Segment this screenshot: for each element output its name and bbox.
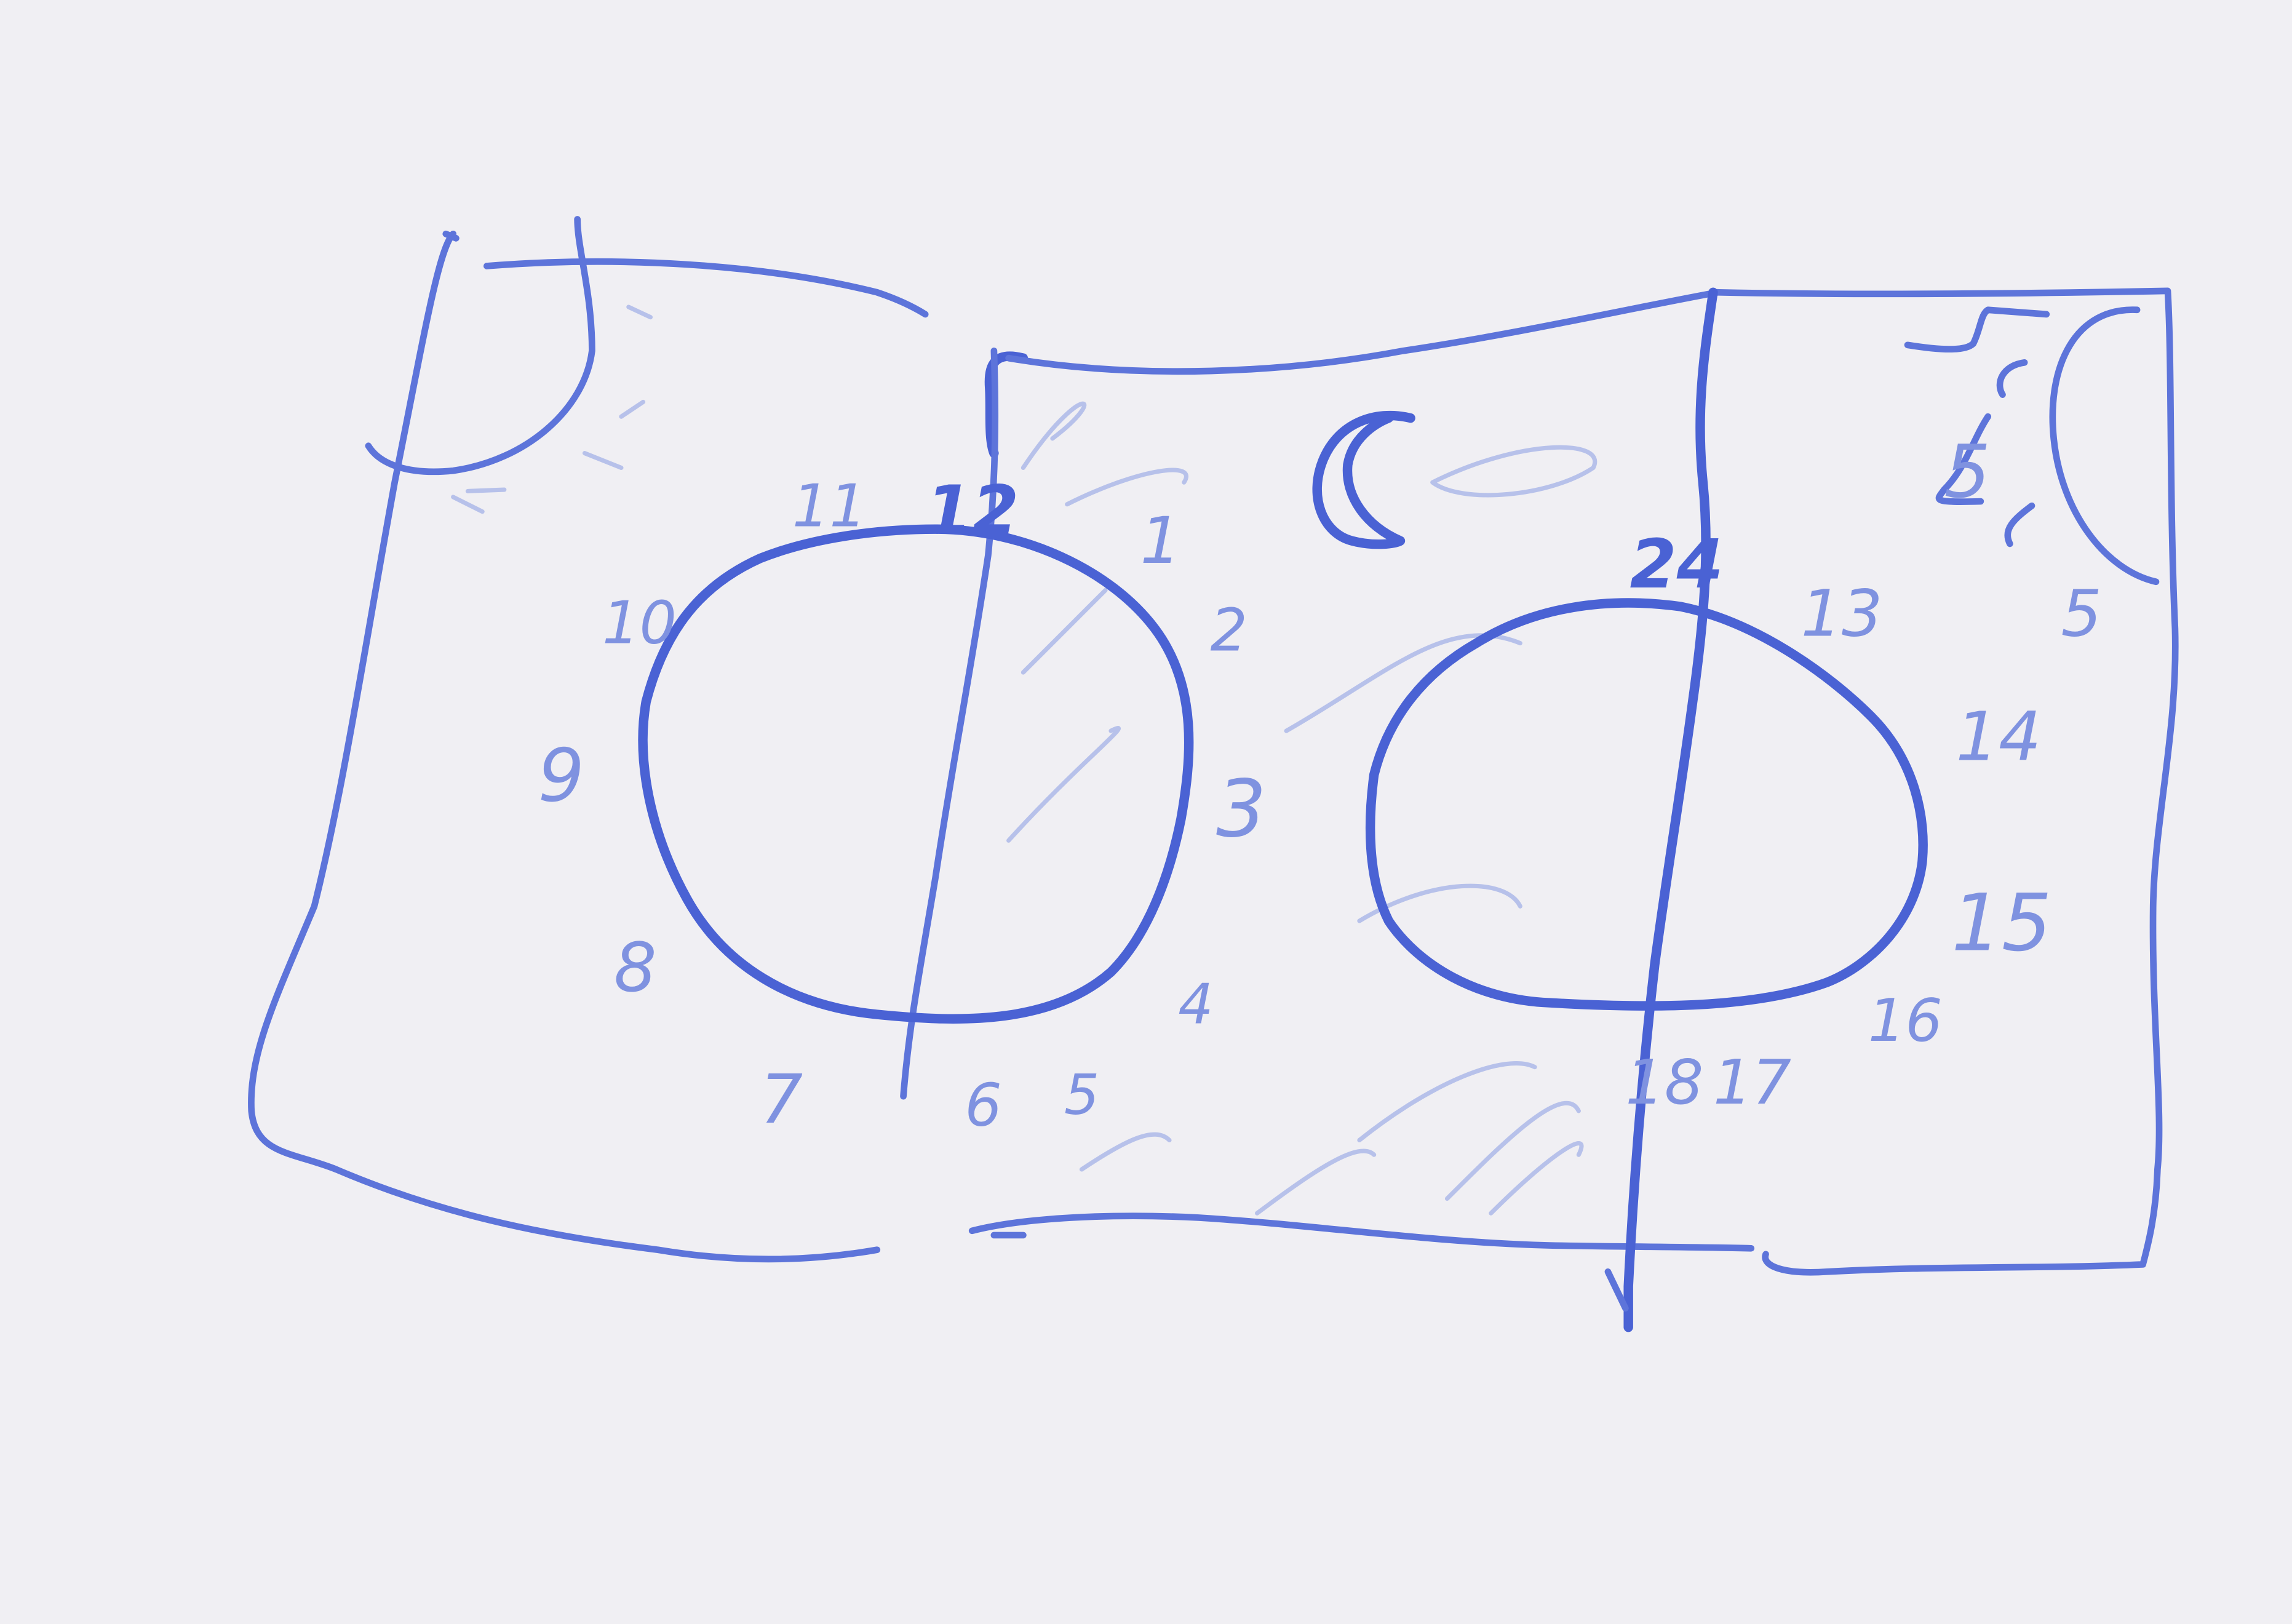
hour-label: 18 xyxy=(1625,1046,1703,1118)
left-divider-line xyxy=(900,347,999,1100)
left-frame xyxy=(248,230,929,1263)
hour-label: 16 xyxy=(1868,987,1943,1055)
sun-icon xyxy=(365,216,653,514)
hour-label: 5 xyxy=(1064,1063,1099,1128)
hour-label: 3 xyxy=(1216,763,1267,855)
moon-icon xyxy=(1312,410,1415,549)
svg-text:5: 5 xyxy=(2061,576,2103,651)
right-divider-line xyxy=(1623,287,1718,1332)
right-dial-numbers: 24 13 14 15 16 17 18 xyxy=(1625,525,2051,1118)
hour-label: 17 xyxy=(1713,1046,1791,1118)
hour-label: 2 xyxy=(1211,597,1247,664)
hour-label: 14 xyxy=(1956,698,2041,776)
hour-label: 1 xyxy=(1140,503,1181,578)
hour-label: 4 xyxy=(1178,972,1213,1037)
right-clock-face xyxy=(1365,598,1928,1011)
hour-label: 9 xyxy=(538,734,584,819)
right-sun-labels: 5 5 xyxy=(1944,430,2102,651)
hour-label: 13 xyxy=(1801,576,1883,651)
hour-label: 8 xyxy=(614,929,657,1007)
sun-icon xyxy=(1904,306,2160,586)
night-shading xyxy=(1006,401,1598,1216)
left-clock-face xyxy=(638,524,1194,1024)
hour-label: 10 xyxy=(602,590,677,658)
hour-label: 12 xyxy=(925,471,1019,549)
hour-label: 11 xyxy=(792,472,867,540)
right-divider-tick xyxy=(1604,1268,1629,1312)
main-frame xyxy=(968,287,2179,1276)
hour-label: 6 xyxy=(965,1072,1001,1140)
left-dial-numbers: 12 1 2 3 4 5 6 7 8 9 10 11 xyxy=(538,471,1266,1139)
hour-label: 24 xyxy=(1630,525,1724,603)
svg-text:5: 5 xyxy=(1944,430,1991,515)
hour-label: 7 xyxy=(760,1061,803,1139)
hour-label: 15 xyxy=(1951,878,2051,969)
